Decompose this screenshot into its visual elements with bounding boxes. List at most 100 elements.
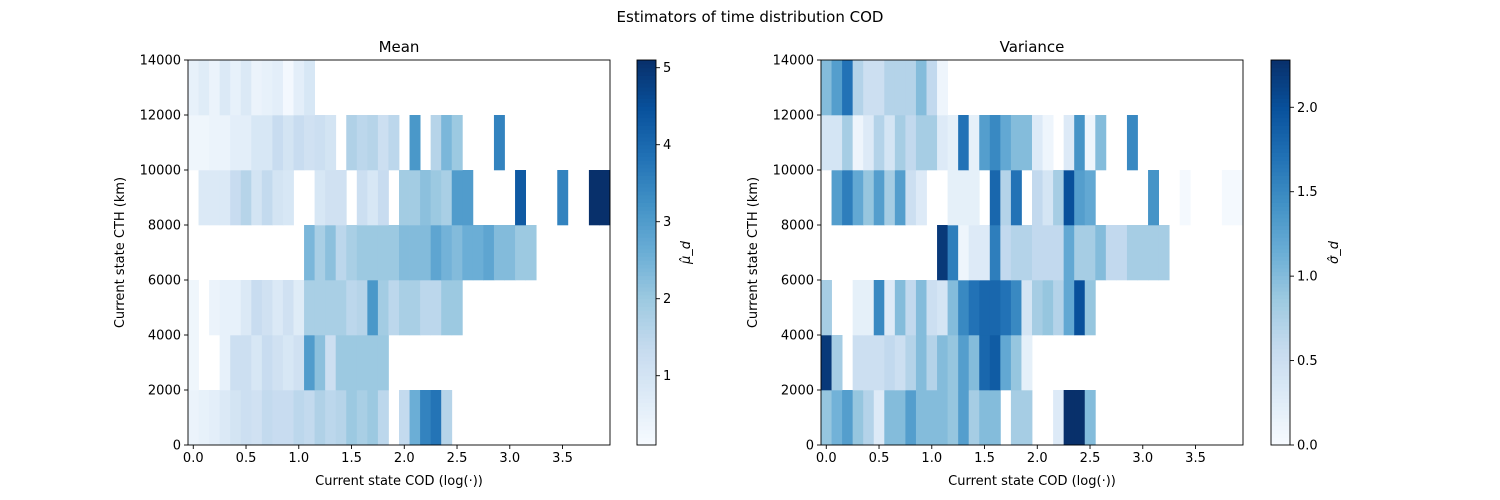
heatmap-cell <box>325 335 337 391</box>
colorbar-segment <box>1271 90 1290 96</box>
colorbar-segment <box>1271 86 1290 92</box>
heatmap-cell <box>937 115 948 171</box>
heatmap-cell <box>240 115 252 171</box>
colorbar-segment <box>1271 214 1290 219</box>
colorbar-segment <box>1271 179 1290 184</box>
colorbar-segment <box>637 352 656 357</box>
colorbar-segment <box>1271 187 1290 192</box>
heatmap-cell <box>219 390 231 446</box>
x-axis-label: Current state COD (log(·)) <box>315 474 483 489</box>
heatmap-cell <box>1042 115 1054 171</box>
heatmap-cell <box>335 225 347 281</box>
colorbar-segment <box>1271 83 1290 88</box>
heatmap-cell <box>420 390 432 446</box>
heatmap-cell <box>937 225 948 281</box>
colorbar-segment <box>1271 425 1290 431</box>
heatmap-cell <box>926 390 938 446</box>
colorbar-segment <box>1271 356 1290 361</box>
heatmap-cell <box>979 390 991 446</box>
heatmap-cell <box>873 335 885 391</box>
heatmap-cell <box>304 225 315 281</box>
heatmap-cell <box>831 390 843 446</box>
colorbar-segment <box>637 67 656 73</box>
colorbar-segment <box>1271 148 1290 153</box>
x-tick-label: 0.5 <box>869 451 890 466</box>
colorbar-segment <box>637 167 656 173</box>
heatmap-cell <box>1042 170 1054 226</box>
colorbar-segment <box>637 421 656 427</box>
heatmap-cell <box>852 390 864 446</box>
heatmap-cell <box>821 335 832 391</box>
heatmap-cell <box>894 280 906 336</box>
y-tick-label: 4000 <box>781 329 814 344</box>
colorbar-segment <box>637 437 656 442</box>
colorbar-segment <box>637 179 656 184</box>
heatmap-cell <box>1095 115 1107 171</box>
heatmap-cell <box>557 170 569 226</box>
x-tick-label: 1.0 <box>288 451 309 466</box>
heatmap-cell <box>441 170 453 226</box>
heatmap-cell <box>230 280 242 336</box>
y-tick-label: 10000 <box>140 164 181 179</box>
heatmap-cell <box>420 170 432 226</box>
heatmap-cell <box>441 280 453 336</box>
heatmap-cell <box>831 60 843 116</box>
heatmap-cell <box>863 280 875 336</box>
colorbar-segment <box>637 433 656 438</box>
colorbar-label: μ̂_d <box>679 240 694 265</box>
y-tick-label: 12000 <box>773 109 814 124</box>
colorbar-segment <box>637 410 656 415</box>
colorbar-tick-label: 1 <box>663 369 671 384</box>
colorbar-segment <box>1271 152 1290 157</box>
heatmap-cell <box>388 115 400 171</box>
colorbar-segment <box>637 264 656 269</box>
heatmap-cell <box>504 225 516 281</box>
heatmap-cell <box>304 280 315 336</box>
colorbar-segment <box>1271 121 1290 126</box>
colorbar-segment <box>1271 198 1290 203</box>
colorbar-segment <box>637 441 656 446</box>
colorbar-segment <box>1271 229 1290 234</box>
colorbar-segment <box>637 429 656 434</box>
heatmap-cell <box>947 335 959 391</box>
colorbar-segment <box>1271 129 1290 134</box>
colorbar-segment <box>637 121 656 126</box>
x-tick-label: 1.5 <box>974 451 995 466</box>
heatmap-cell <box>894 390 906 446</box>
heatmap-cell <box>409 280 421 336</box>
colorbar-tick-label: 3 <box>663 215 671 230</box>
heatmap-cell <box>304 335 315 391</box>
heatmap-cell <box>515 170 526 226</box>
heatmap-cell <box>1148 225 1159 281</box>
heatmap-cell <box>356 280 368 336</box>
y-tick-label: 6000 <box>148 274 181 289</box>
colorbar-tick-label: 0.5 <box>1297 354 1318 369</box>
colorbar-segment <box>1271 364 1290 369</box>
heatmap-cell <box>251 60 263 116</box>
colorbar-segment <box>637 391 656 396</box>
colorbar-segment <box>1271 125 1290 130</box>
colorbar-segment <box>1271 337 1290 342</box>
heatmap-cell <box>915 60 927 116</box>
colorbar-segment <box>637 75 656 80</box>
heatmap-cell <box>188 280 199 336</box>
colorbar-tick-label: 1.5 <box>1297 185 1318 200</box>
heatmap-cell <box>293 60 305 116</box>
colorbar-segment <box>637 371 656 377</box>
heatmap-cell <box>831 335 843 391</box>
colorbar-segment <box>637 110 656 115</box>
heatmap-cell <box>282 390 294 446</box>
heatmap-cell <box>399 280 410 336</box>
heatmap-cell <box>842 170 854 226</box>
colorbar-segment <box>1271 344 1290 350</box>
heatmap-cell <box>356 225 368 281</box>
heatmap-cell <box>821 280 832 336</box>
colorbar-segment <box>1271 375 1290 381</box>
colorbar-segment <box>637 387 656 392</box>
heatmap-cell <box>1000 225 1012 281</box>
heatmap-cell <box>198 170 210 226</box>
heatmap-cell <box>1021 115 1033 171</box>
colorbar-segment <box>637 356 656 361</box>
heatmap-cell <box>293 115 305 171</box>
heatmap-cell <box>325 390 337 446</box>
